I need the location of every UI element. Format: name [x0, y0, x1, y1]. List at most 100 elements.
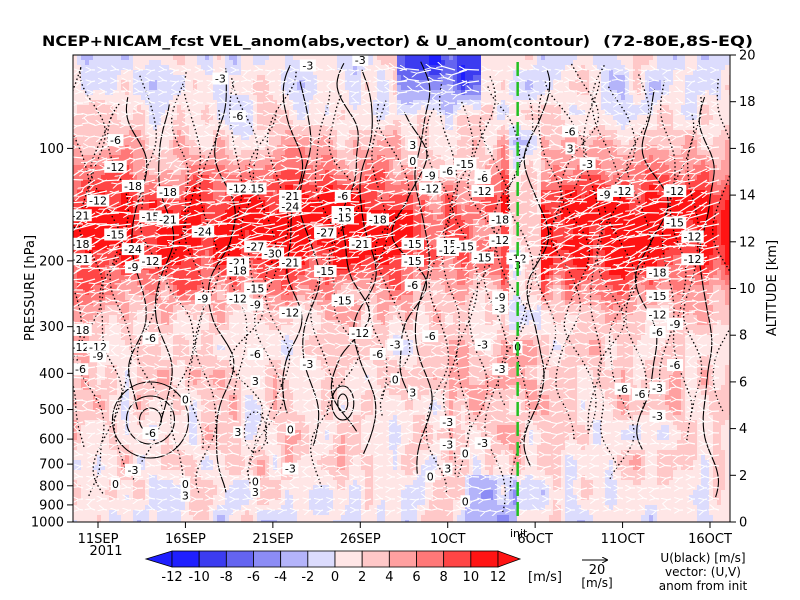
field-cell	[101, 125, 106, 131]
field-cell	[233, 490, 238, 496]
field-cell	[197, 145, 202, 151]
field-cell	[145, 445, 150, 451]
field-cell	[189, 360, 194, 366]
field-cell	[249, 510, 254, 516]
field-cell	[105, 100, 110, 106]
field-cell	[113, 405, 118, 411]
field-cell	[185, 465, 190, 471]
field-cell	[173, 285, 178, 291]
field-cell	[273, 315, 278, 321]
field-cell	[81, 515, 86, 521]
field-cell	[229, 425, 234, 431]
field-cell	[101, 410, 106, 416]
field-cell	[73, 515, 78, 521]
field-cell	[197, 330, 202, 336]
field-cell	[141, 195, 146, 201]
field-cell	[209, 75, 214, 81]
field-cell	[101, 275, 106, 281]
field-cell	[93, 115, 98, 121]
field-cell	[257, 220, 262, 226]
field-cell	[89, 270, 94, 276]
field-cell	[245, 360, 250, 366]
field-cell	[205, 160, 210, 166]
field-cell	[177, 350, 182, 356]
field-cell	[149, 305, 154, 311]
field-cell	[217, 285, 222, 291]
field-cell	[105, 450, 110, 456]
field-cell	[117, 185, 122, 191]
field-cell	[265, 235, 270, 241]
field-cell	[265, 200, 270, 206]
field-cell	[105, 145, 110, 151]
field-cell	[165, 385, 170, 391]
field-cell	[201, 325, 206, 331]
field-cell	[161, 160, 166, 166]
field-cell	[273, 325, 278, 331]
field-cell	[85, 500, 90, 506]
field-cell	[265, 335, 270, 341]
field-cell	[81, 520, 86, 522]
field-cell	[249, 395, 254, 401]
field-cell	[257, 370, 262, 376]
field-cell	[125, 495, 130, 501]
field-cell	[161, 365, 166, 371]
field-cell	[185, 60, 190, 66]
field-cell	[177, 450, 182, 456]
field-cell	[185, 305, 190, 311]
field-cell	[125, 460, 130, 466]
field-cell	[277, 380, 282, 386]
field-cell	[169, 235, 174, 241]
field-cell	[153, 365, 158, 371]
field-cell	[209, 55, 214, 61]
field-cell	[277, 460, 282, 466]
field-cell	[173, 325, 178, 331]
field-cell	[105, 60, 110, 66]
field-cell	[249, 400, 254, 406]
field-cell	[237, 320, 242, 326]
field-cell	[81, 390, 86, 396]
field-cell	[265, 375, 270, 381]
field-cell	[109, 500, 114, 506]
field-cell	[197, 245, 202, 251]
field-cell	[125, 125, 130, 131]
field-cell	[221, 475, 226, 481]
field-cell	[205, 405, 210, 411]
field-cell	[169, 445, 174, 451]
field-cell	[217, 210, 222, 216]
field-cell	[185, 460, 190, 466]
field-cell	[209, 505, 214, 511]
field-cell	[177, 490, 182, 496]
field-cell	[77, 425, 82, 431]
field-cell	[161, 465, 166, 471]
field-cell	[229, 85, 234, 91]
field-cell	[189, 105, 194, 111]
field-cell	[185, 340, 190, 346]
field-cell	[225, 355, 230, 361]
field-cell	[93, 205, 98, 211]
field-cell	[89, 60, 94, 66]
field-cell	[229, 340, 234, 346]
field-cell	[213, 315, 218, 321]
field-cell	[273, 195, 278, 201]
field-cell	[85, 435, 90, 441]
field-cell	[141, 140, 146, 146]
field-cell	[129, 490, 134, 496]
field-cell	[97, 440, 102, 446]
field-cell	[277, 485, 282, 491]
field-cell	[173, 160, 178, 166]
field-cell	[261, 70, 266, 76]
field-cell	[261, 465, 266, 471]
field-cell	[77, 285, 82, 291]
field-cell	[217, 500, 222, 506]
field-cell	[133, 80, 138, 86]
field-cell	[129, 160, 134, 166]
field-cell	[217, 135, 222, 141]
field-cell	[105, 505, 110, 511]
field-cell	[265, 450, 270, 456]
field-cell	[221, 405, 226, 411]
field-cell	[269, 320, 274, 326]
field-cell	[265, 310, 270, 316]
field-cell	[73, 70, 78, 76]
field-cell	[197, 345, 202, 351]
field-cell	[149, 395, 154, 401]
